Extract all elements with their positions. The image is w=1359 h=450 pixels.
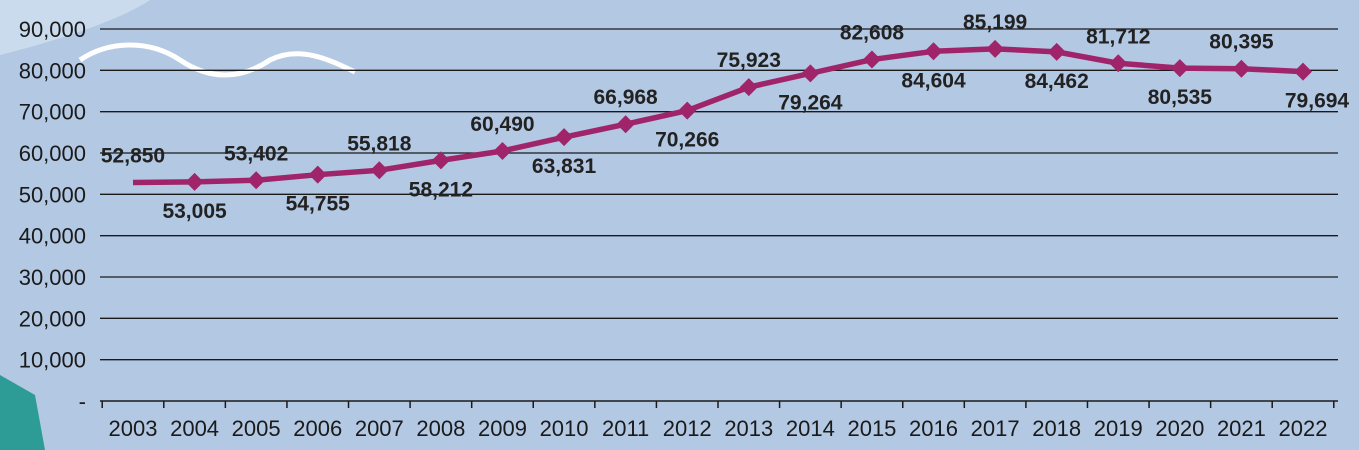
x-tick-label: 2019 (1094, 416, 1143, 441)
data-point-marker (1047, 42, 1066, 61)
data-point-marker (924, 42, 943, 61)
decorative-wave (78, 42, 357, 78)
data-label: 85,199 (963, 11, 1027, 34)
data-point-marker (1232, 59, 1251, 78)
decorative-corner-graphic (0, 375, 45, 450)
data-labels: 52,850 53,005 53,402 54,755 55,818 58,212 60,4… (101, 11, 1350, 223)
series-line-path (132, 46, 1304, 186)
data-label: 80,535 (1148, 86, 1213, 109)
data-label: 79,264 (778, 91, 843, 114)
data-label: 84,604 (901, 69, 966, 92)
y-tick-label: 20,000 (19, 306, 86, 331)
data-label: 52,850 (101, 145, 165, 168)
y-tick-label: - (79, 389, 86, 414)
x-tick-label: 2012 (663, 416, 712, 441)
x-tick-label: 2004 (170, 416, 219, 441)
data-label: 80,395 (1209, 31, 1274, 54)
data-point-marker (616, 115, 635, 134)
data-label: 66,968 (594, 86, 659, 109)
x-tick-label: 2003 (109, 416, 158, 441)
x-tick-label: 2015 (847, 416, 896, 441)
data-label: 82,608 (840, 22, 905, 45)
y-tick-label: 30,000 (19, 265, 86, 290)
data-label: 63,831 (532, 155, 597, 178)
data-label: 81,712 (1086, 25, 1150, 48)
x-tick-label: 2007 (355, 416, 404, 441)
data-point-marker (431, 151, 450, 170)
data-point-marker (801, 64, 820, 83)
data-point-marker (739, 78, 758, 97)
data-label: 55,818 (347, 132, 412, 155)
data-point-marker (1109, 54, 1128, 73)
x-tick-label: 2020 (1155, 416, 1204, 441)
data-point-marker (1294, 62, 1312, 81)
x-tick-label: 2011 (602, 416, 649, 441)
data-label: 53,005 (162, 200, 227, 223)
data-point-marker (1170, 59, 1189, 78)
x-tick-label: 2009 (478, 416, 527, 441)
x-tick-label: 2018 (1032, 416, 1081, 441)
data-label: 53,402 (224, 142, 288, 165)
series-line (132, 46, 1304, 186)
decorative-corner-swoosh (0, 0, 150, 55)
gridlines (100, 28, 1338, 361)
x-tick-label: 2010 (540, 416, 589, 441)
x-tick-label: 2005 (232, 416, 281, 441)
data-point-marker (555, 128, 574, 147)
y-tick-label: 70,000 (19, 100, 86, 125)
y-axis-tick-labels: - 10,000 20,000 30,000 40,000 50,000 60,000 70,… (19, 17, 86, 414)
y-tick-label: 80,000 (19, 58, 86, 83)
x-axis-tick-labels: 2003 2004 2005 2006 2007 2008 2009 2010 2011 2012… (109, 416, 1328, 441)
data-point-marker (247, 171, 266, 190)
x-tick-label: 2022 (1279, 416, 1328, 441)
y-tick-label: 90,000 (19, 17, 86, 42)
x-tick-label: 2021 (1217, 416, 1266, 441)
x-tick-label: 2008 (416, 416, 465, 441)
data-label: 70,266 (655, 129, 719, 152)
data-point-marker (185, 172, 204, 191)
data-label: 75,923 (717, 49, 781, 72)
data-point-marker (370, 161, 389, 180)
data-label: 58,212 (409, 178, 473, 201)
x-tick-label: 2014 (786, 416, 835, 441)
y-tick-label: 60,000 (19, 141, 86, 166)
data-point-marker (308, 165, 327, 184)
series-markers (185, 39, 1312, 191)
x-tick-label: 2016 (909, 416, 958, 441)
x-tick-label: 2013 (724, 416, 773, 441)
y-tick-label: 40,000 (19, 224, 86, 249)
data-label: 54,755 (286, 193, 351, 216)
data-label: 84,462 (1025, 70, 1089, 93)
data-point-marker (678, 101, 697, 120)
axes (100, 400, 1338, 408)
data-label: 79,694 (1285, 90, 1350, 113)
data-point-marker (493, 141, 512, 160)
y-tick-label: 50,000 (19, 182, 86, 207)
data-point-marker (986, 39, 1005, 58)
x-tick-label: 2006 (293, 416, 342, 441)
data-label: 60,490 (470, 113, 534, 136)
y-tick-label: 10,000 (19, 348, 86, 373)
data-point-marker (862, 50, 881, 69)
x-tick-label: 2017 (971, 416, 1020, 441)
